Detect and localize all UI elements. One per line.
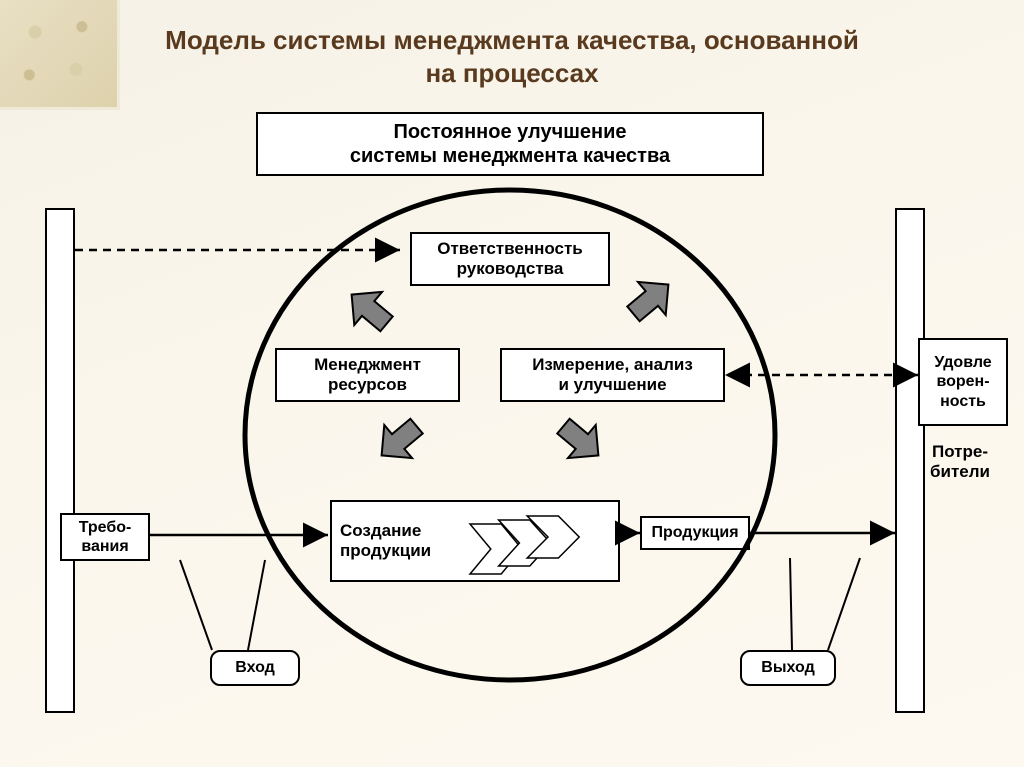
left-side-bar [45,208,75,713]
cons-l1: Потре- [930,442,990,462]
box-product: Продукция [640,516,750,550]
right-side-bar [895,208,925,713]
req-l1: Требо- [79,518,132,537]
box-measurement: Измерение, анализ и улучшение [500,348,725,402]
sat-l1: Удовле [934,353,991,372]
meas-l2: и улучшение [532,375,693,395]
resp-l2: руководства [437,259,583,279]
title-line-2: на процессах [0,57,1024,90]
res-l1: Менеджмент [314,355,421,375]
sat-l2: ворен- [934,372,991,391]
res-l2: ресурсов [314,375,421,395]
title-line-1: Модель системы менеджмента качества, осн… [0,24,1024,57]
sat-l3: ность [934,392,991,411]
tag-output: Выход [740,650,836,686]
out-label: Выход [761,658,814,677]
label-consumers: Потре- бители [930,442,990,481]
prod-label: Продукция [651,523,738,542]
slide-title: Модель системы менеджмента качества, осн… [0,24,1024,89]
tag-input: Вход [210,650,300,686]
box-requirements: Требо- вания [60,513,150,561]
meas-l1: Измерение, анализ [532,355,693,375]
box-responsibility: Ответственность руководства [410,232,610,286]
box-satisfaction: Удовле ворен- ность [918,338,1008,426]
top-box-line2: системы менеджмента качества [350,144,670,168]
cons-l2: бители [930,462,990,482]
box-resources: Менеджмент ресурсов [275,348,460,402]
box-continuous-improvement: Постоянное улучшение системы менеджмента… [256,112,764,176]
box-creation: Создание продукции [330,500,620,582]
resp-l1: Ответственность [437,239,583,259]
create-label: Создание продукции [340,521,460,562]
req-l2: вания [79,537,132,556]
in-label: Вход [235,658,275,677]
top-box-line1: Постоянное улучшение [350,120,670,144]
